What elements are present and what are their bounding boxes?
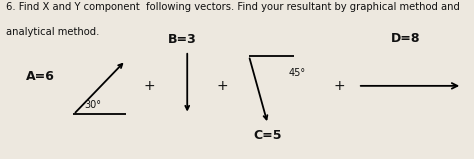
Text: C=5: C=5 [254, 129, 282, 142]
Text: +: + [217, 79, 228, 93]
Text: analytical method.: analytical method. [6, 27, 99, 37]
Text: +: + [144, 79, 155, 93]
Text: 30°: 30° [84, 100, 101, 110]
Text: B=3: B=3 [168, 33, 197, 46]
Text: A=6: A=6 [26, 70, 55, 83]
Text: +: + [333, 79, 345, 93]
Text: 45°: 45° [288, 68, 305, 78]
Text: D=8: D=8 [391, 32, 420, 45]
Text: 6. Find X and Y component  following vectors. Find your resultant by graphical m: 6. Find X and Y component following vect… [6, 2, 460, 12]
